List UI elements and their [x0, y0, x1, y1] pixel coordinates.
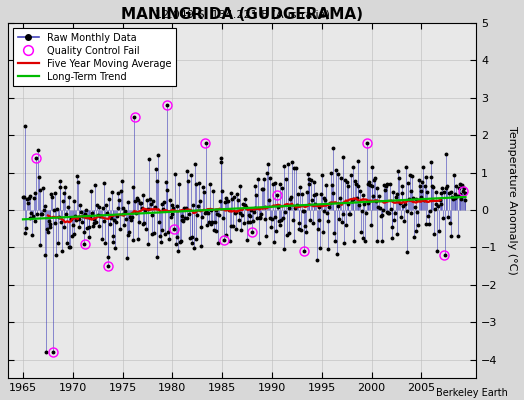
- Y-axis label: Temperature Anomaly (°C): Temperature Anomaly (°C): [507, 126, 517, 275]
- Title: MANINGRIDA (GUDGERAMA): MANINGRIDA (GUDGERAMA): [121, 7, 363, 22]
- Legend: Raw Monthly Data, Quality Control Fail, Five Year Moving Average, Long-Term Tren: Raw Monthly Data, Quality Control Fail, …: [13, 28, 176, 86]
- Text: 12.049 S, 134.221 E (Australia): 12.049 S, 134.221 E (Australia): [155, 10, 330, 20]
- Text: Berkeley Earth: Berkeley Earth: [436, 388, 508, 398]
